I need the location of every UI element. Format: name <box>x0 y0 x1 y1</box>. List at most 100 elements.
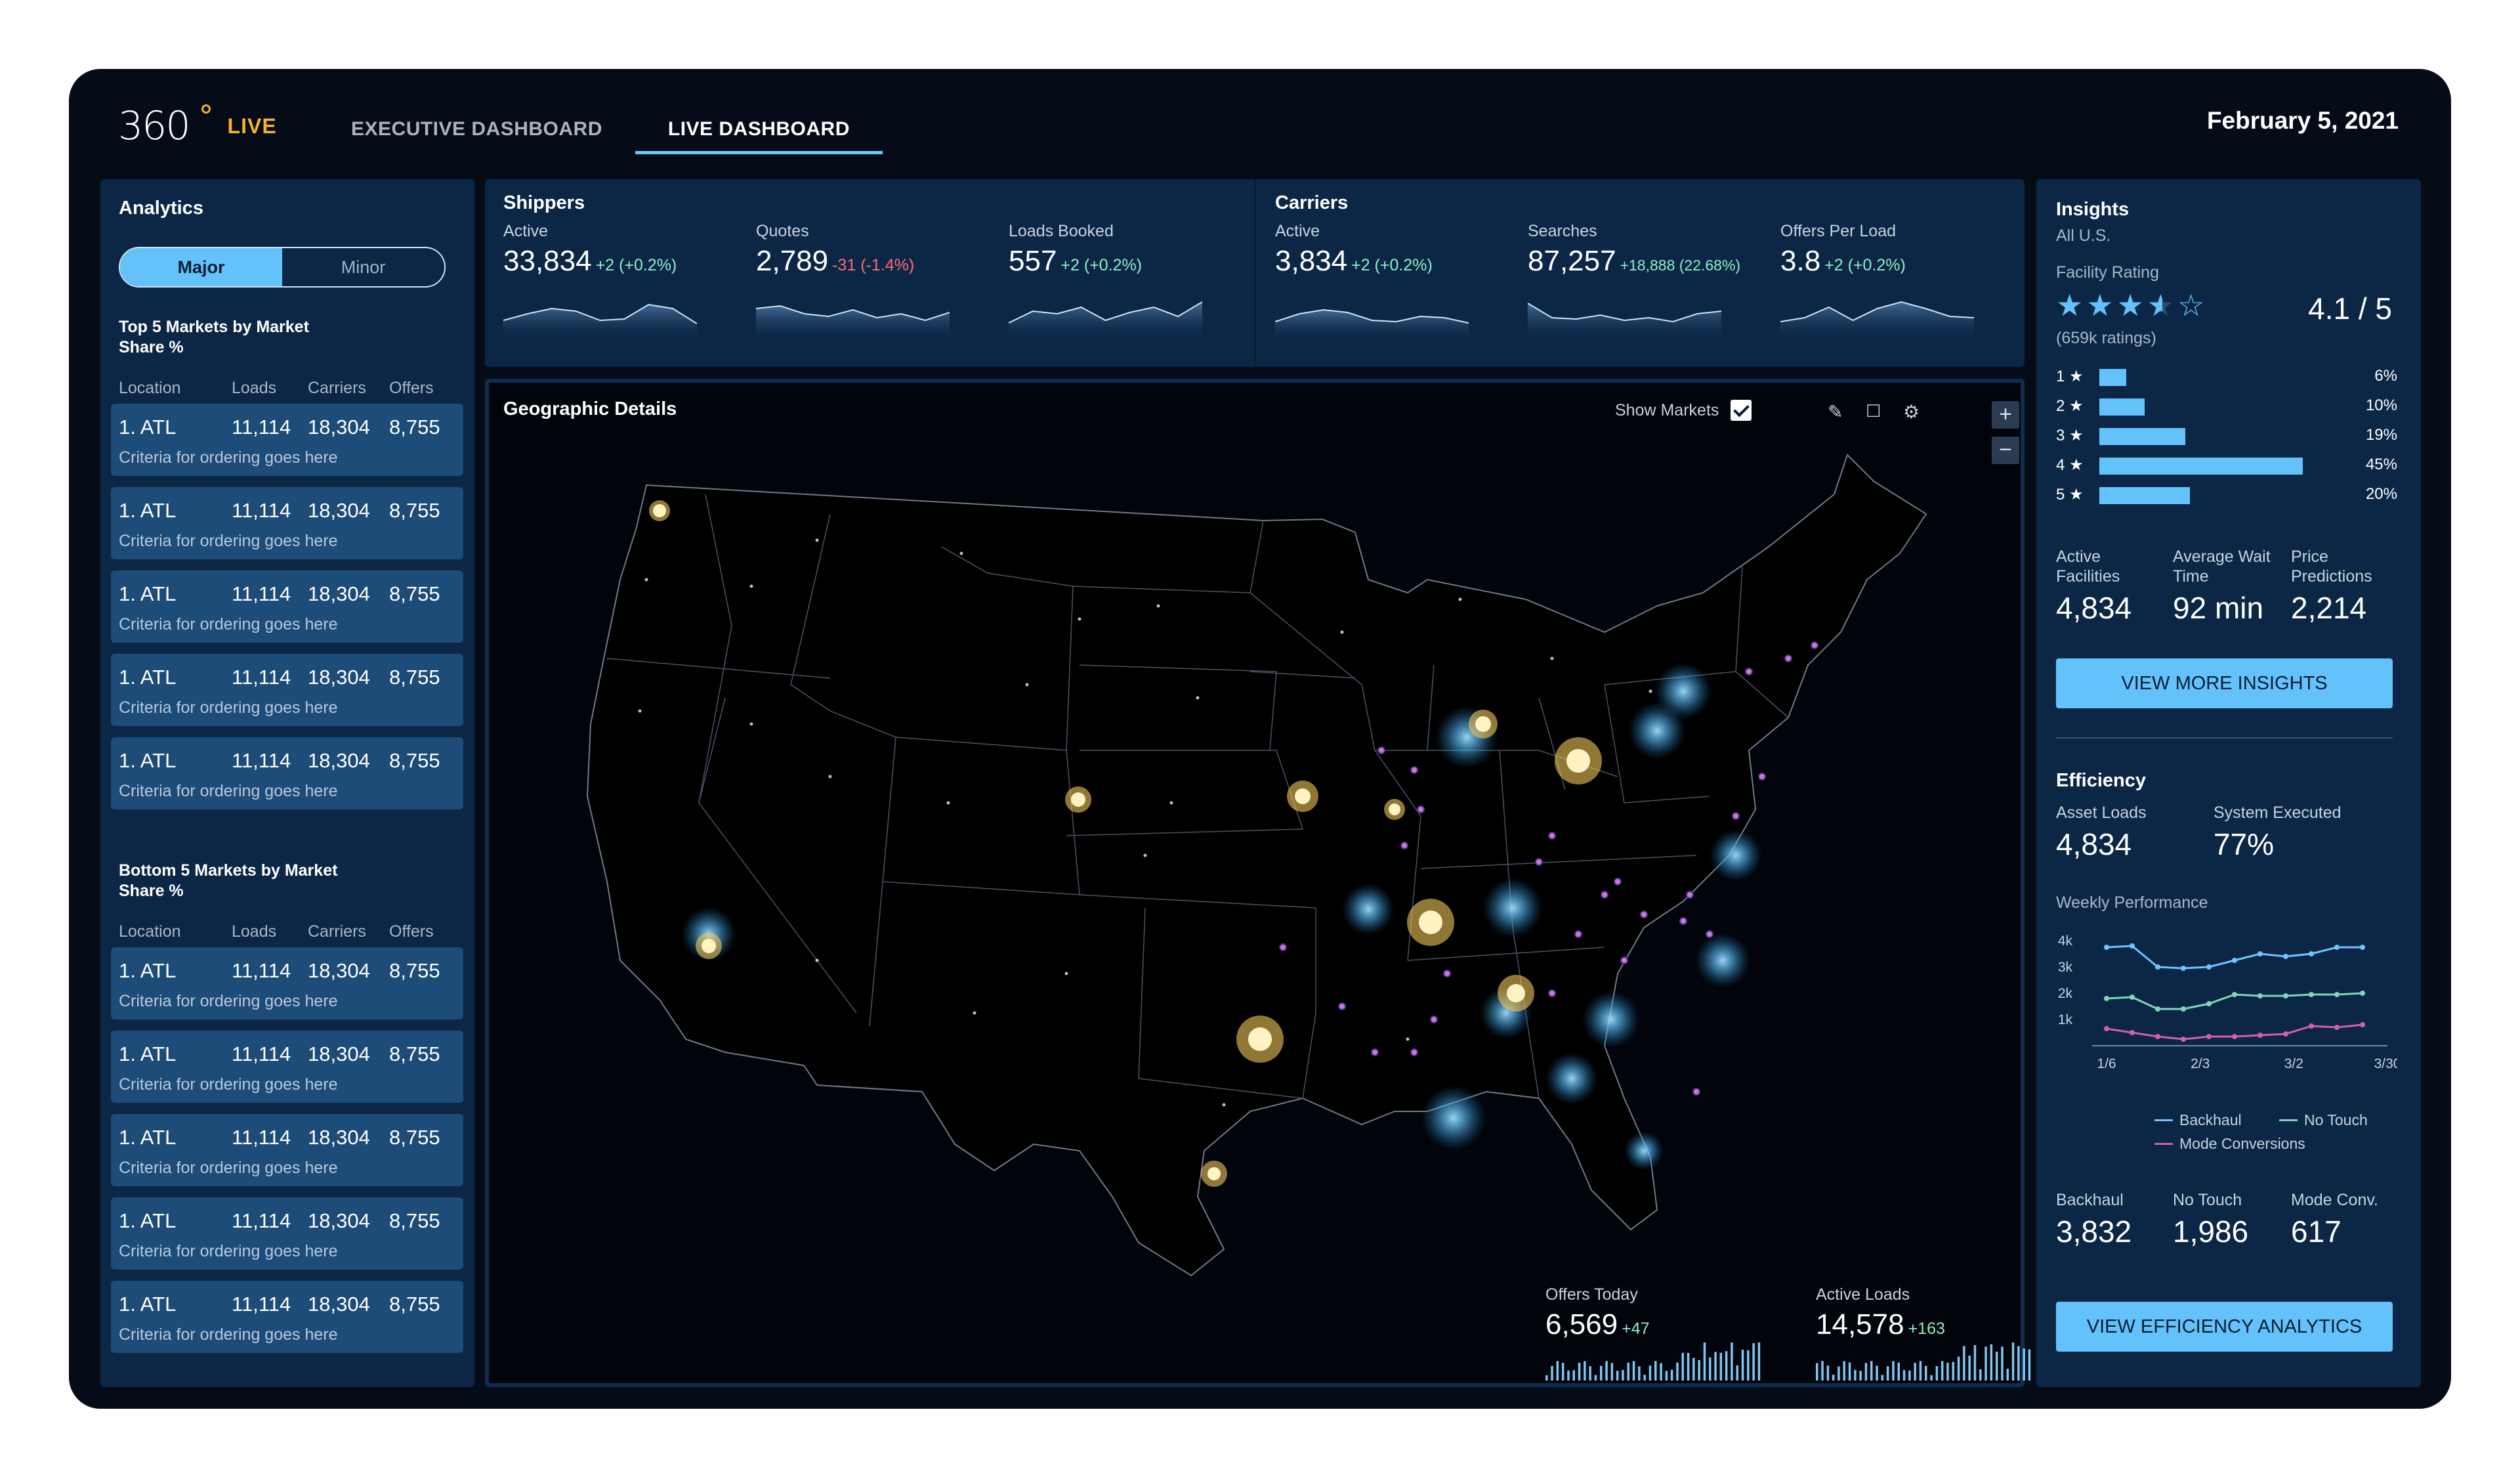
series-point[interactable] <box>2309 992 2314 997</box>
tab-executive-dashboard[interactable]: EXECUTIVE DASHBOARD <box>351 118 602 140</box>
series-point[interactable] <box>2283 1031 2288 1037</box>
histogram-bar <box>1627 1362 1629 1381</box>
zoom-in-button[interactable]: + <box>1992 401 2019 429</box>
series-point[interactable] <box>2334 945 2340 950</box>
us-map[interactable] <box>489 383 2021 1383</box>
series-point[interactable] <box>2130 995 2135 1000</box>
market-row[interactable]: 1. ATL 11,114 18,304 8,755 Criteria for orde… <box>111 654 463 726</box>
series-point[interactable] <box>2334 992 2340 997</box>
histogram-bar <box>1709 1357 1712 1381</box>
histogram-bar <box>1870 1361 1873 1381</box>
stat-value: 4,834 <box>2056 591 2132 625</box>
rating-bar <box>2099 487 2190 504</box>
carriers-offers-per-load-metric[interactable]: Offers Per Load 3.8 +2 (+0.2%) <box>1780 222 1977 278</box>
sparkline-searches <box>1528 303 1721 340</box>
series-point[interactable] <box>2181 1037 2186 1042</box>
histogram-bar <box>1864 1363 1868 1381</box>
series-point[interactable] <box>2258 1033 2263 1038</box>
metric-value: 3.8 <box>1780 245 1821 277</box>
series-point[interactable] <box>2155 1006 2160 1012</box>
market-row[interactable]: 1. ATL 11,114 18,304 8,755 Criteria for orde… <box>111 947 463 1019</box>
sparkline-line <box>503 303 697 324</box>
row-carriers: 18,304 <box>308 749 370 772</box>
series-point[interactable] <box>2104 996 2109 1001</box>
series-point[interactable] <box>2130 1030 2135 1035</box>
logo[interactable]: 360 LIVE <box>118 103 277 149</box>
gear-icon[interactable]: ⚙ <box>1903 402 1920 422</box>
series-point[interactable] <box>2104 1026 2109 1031</box>
series-point[interactable] <box>2206 964 2212 970</box>
row-loads: 11,114 <box>232 1042 291 1065</box>
series-point[interactable] <box>2155 964 2160 970</box>
histogram-bar <box>1572 1370 1575 1381</box>
series-point[interactable] <box>2232 958 2237 963</box>
star-empty-icon: ☆ <box>2177 288 2208 322</box>
insights-title: Insights <box>2056 199 2130 220</box>
market-row[interactable]: 1. ATL 11,114 18,304 8,755 Criteria for orde… <box>111 570 463 643</box>
view-more-insights-button[interactable]: VIEW MORE INSIGHTS <box>2056 658 2393 708</box>
carriers-active-metric[interactable]: Active 3,834 +2 (+0.2%) <box>1275 222 1472 278</box>
y-tick-label: 1k <box>2058 1012 2073 1027</box>
rating-bar-pct: 20% <box>2365 485 2397 503</box>
carriers-searches-metric[interactable]: Searches 87,257 +18,888 (22.68%) <box>1528 222 1740 278</box>
row-loads: 11,114 <box>232 582 291 605</box>
insights-panel: Insights All U.S. Facility Rating ★★★★☆ … <box>2036 179 2421 1387</box>
series-point[interactable] <box>2130 943 2135 949</box>
series-point[interactable] <box>2206 1034 2212 1039</box>
row-criteria: Criteria for ordering goes here <box>119 615 338 633</box>
view-efficiency-analytics-button[interactable]: VIEW EFFICIENCY ANALYTICS <box>2056 1302 2393 1352</box>
square-icon[interactable]: ☐ <box>1866 401 1881 421</box>
series-point[interactable] <box>2232 1034 2237 1039</box>
tab-live-dashboard[interactable]: LIVE DASHBOARD <box>635 112 883 154</box>
series-point[interactable] <box>2309 951 2314 956</box>
shippers-active-metric[interactable]: Active 33,834 +2 (+0.2%) <box>503 222 700 278</box>
series-point[interactable] <box>2360 991 2365 996</box>
series-point[interactable] <box>2334 1025 2340 1030</box>
market-row[interactable]: 1. ATL 11,114 18,304 8,755 Criteria for orde… <box>111 487 463 559</box>
segment-major[interactable]: Major <box>120 248 282 286</box>
histogram-bar <box>1643 1375 1646 1381</box>
market-row[interactable]: 1. ATL 11,114 18,304 8,755 Criteria for orde… <box>111 1031 463 1103</box>
market-row[interactable]: 1. ATL 11,114 18,304 8,755 Criteria for orde… <box>111 1281 463 1353</box>
pencil-icon[interactable]: ✎ <box>1828 402 1843 422</box>
shippers-loads-booked-metric[interactable]: Loads Booked 557 +2 (+0.2%) <box>1009 222 1206 278</box>
zoom-out-button[interactable]: − <box>1992 437 2019 464</box>
segment-minor[interactable]: Minor <box>341 257 386 277</box>
series-point[interactable] <box>2258 993 2263 998</box>
x-tick-label: 3/30 <box>2374 1056 2397 1071</box>
histogram-bar <box>1941 1361 1944 1381</box>
series-point[interactable] <box>2206 1001 2212 1006</box>
histogram-bar <box>1622 1369 1624 1381</box>
market-row[interactable]: 1. ATL 11,114 18,304 8,755 Criteria for orde… <box>111 1114 463 1186</box>
mode-conversions-stat: Mode Conv. 617 <box>2291 1190 2378 1249</box>
series-point[interactable] <box>2309 1023 2314 1029</box>
series-point[interactable] <box>2258 951 2263 956</box>
histogram-bar <box>1545 1375 1548 1381</box>
row-carriers: 18,304 <box>308 666 370 689</box>
series-point[interactable] <box>2360 945 2365 950</box>
series-point[interactable] <box>2155 1034 2160 1039</box>
histogram-bar <box>1946 1362 1949 1381</box>
weekly-performance-chart[interactable]: 4k 3k 2k 1k 1/6 2/3 3/2 3/30 <box>2056 921 2397 1072</box>
market-row[interactable]: 1. ATL 11,114 18,304 8,755 Criteria for orde… <box>111 737 463 809</box>
stat-value: 92 min <box>2173 591 2264 625</box>
series-point[interactable] <box>2181 966 2186 971</box>
series-point[interactable] <box>2104 945 2109 950</box>
series-point[interactable] <box>2360 1022 2365 1027</box>
series-point[interactable] <box>2181 1006 2186 1012</box>
series-point[interactable] <box>2283 993 2288 998</box>
show-markets-toggle[interactable]: Show Markets <box>1615 400 1752 421</box>
market-row[interactable]: 1. ATL 11,114 18,304 8,755 Criteria for orde… <box>111 1197 463 1270</box>
series-point[interactable] <box>2283 954 2288 959</box>
market-row[interactable]: 1. ATL 11,114 18,304 8,755 Criteria for orde… <box>111 404 463 476</box>
histogram-bar <box>2028 1349 2031 1381</box>
rating-value: 4.1 / 5 <box>2308 291 2392 326</box>
shippers-quotes-metric[interactable]: Quotes 2,789 -31 (-1.4%) <box>756 222 953 278</box>
stat-value: 1,986 <box>2173 1214 2249 1249</box>
histogram-bar <box>1843 1361 1845 1381</box>
series-point[interactable] <box>2232 992 2237 997</box>
sparkline-offers-per-load <box>1780 301 1974 340</box>
show-markets-checkbox[interactable] <box>1731 400 1752 421</box>
row-offers: 8,755 <box>389 1209 440 1232</box>
metric-label: Active <box>1275 222 1320 240</box>
